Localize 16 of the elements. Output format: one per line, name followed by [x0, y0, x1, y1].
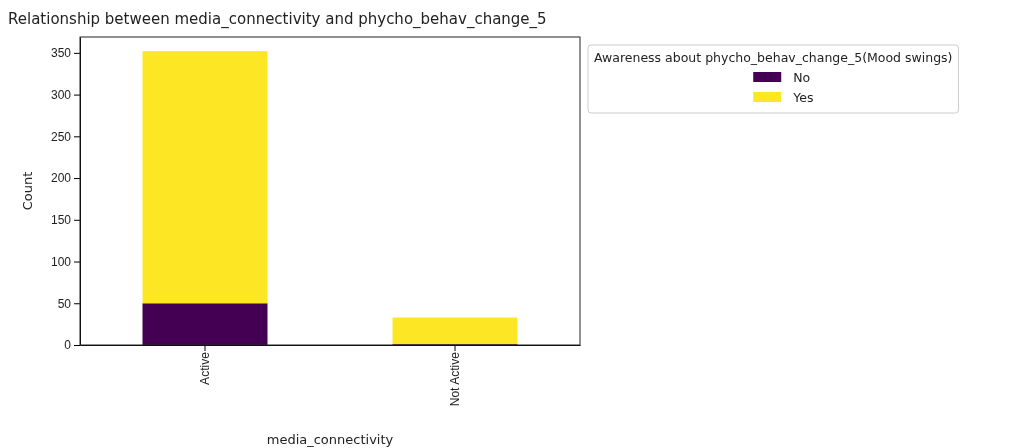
legend-title: Awareness about phycho_behav_change_5(Mood swings)	[594, 50, 953, 65]
y-tick-label: 150	[50, 213, 72, 228]
y-tick-label: 350	[50, 46, 72, 61]
y-tick-label: 50	[57, 296, 72, 311]
legend-label: Yes	[792, 90, 814, 105]
y-tick-label: 300	[50, 87, 72, 102]
y-tick-label: 250	[50, 129, 72, 144]
x-tick-label: Not Active	[448, 351, 463, 407]
y-tick-label: 100	[50, 254, 72, 269]
y-tick-label: 200	[50, 171, 72, 186]
chart-title: Relationship between media_connectivity and phycho_behav_change_5	[8, 10, 547, 29]
x-axis-title: media_connectivity	[266, 432, 394, 447]
x-tick-label: Active	[198, 351, 213, 385]
y-tick-label: 0	[64, 338, 72, 353]
y-axis-title: Count	[20, 171, 35, 211]
legend-label: No	[793, 70, 811, 85]
